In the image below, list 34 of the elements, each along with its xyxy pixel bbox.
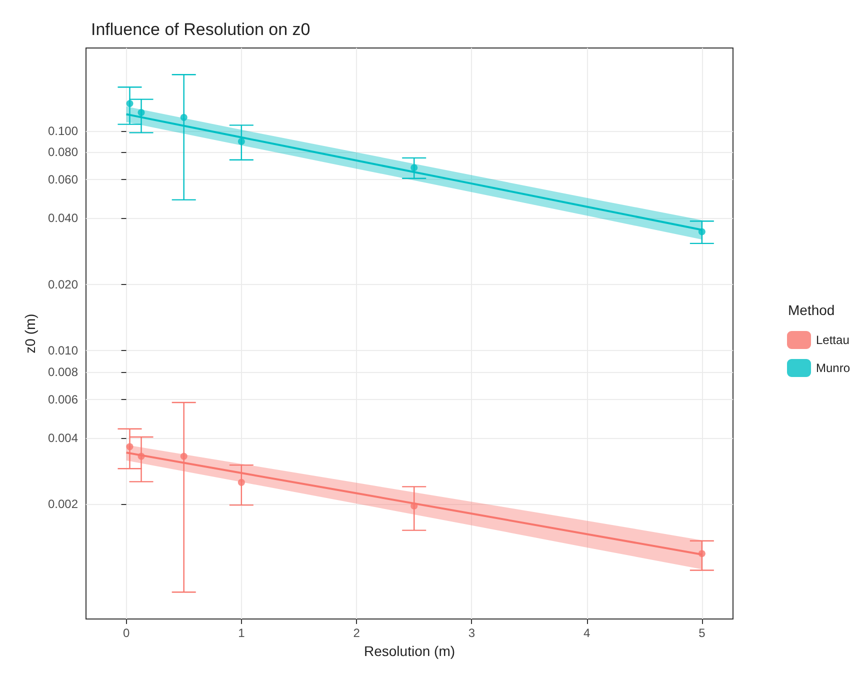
point xyxy=(410,164,418,172)
point xyxy=(698,550,706,558)
point xyxy=(238,478,245,486)
y-tick-label: 0.010 xyxy=(48,344,78,358)
x-tick-label: 2 xyxy=(353,626,360,640)
point xyxy=(138,109,145,116)
y-axis-title: z0 (m) xyxy=(22,314,38,354)
x-tick-label: 4 xyxy=(583,626,590,640)
chart-title: Influence of Resolution on z0 xyxy=(91,20,310,39)
point xyxy=(126,443,134,450)
x-tick-label: 1 xyxy=(238,626,246,640)
y-tick-label: 0.002 xyxy=(48,497,78,512)
x-tick-label: 5 xyxy=(698,626,706,640)
point xyxy=(238,138,245,145)
legend-label: Munro xyxy=(816,361,850,375)
point xyxy=(126,100,134,108)
y-tick-label: 0.020 xyxy=(48,277,78,292)
point xyxy=(180,452,188,460)
legend-title: Method xyxy=(788,302,835,318)
y-tick-label: 0.004 xyxy=(48,430,78,445)
point xyxy=(180,114,188,121)
x-tick-label: 3 xyxy=(468,626,476,640)
y-tick-label: 0.100 xyxy=(48,124,78,138)
point xyxy=(410,502,418,510)
point xyxy=(698,228,706,236)
legend-label: Lettau xyxy=(816,333,850,347)
x-tick-label: 0 xyxy=(122,626,130,640)
y-tick-label: 0.008 xyxy=(48,364,78,379)
y-tick-label: 0.060 xyxy=(48,172,78,187)
y-tick-label: 0.040 xyxy=(48,211,78,226)
y-tick-label: 0.080 xyxy=(48,145,78,160)
point xyxy=(138,452,145,460)
x-axis-title: Resolution (m) xyxy=(364,642,456,659)
y-tick-label: 0.006 xyxy=(48,392,78,406)
